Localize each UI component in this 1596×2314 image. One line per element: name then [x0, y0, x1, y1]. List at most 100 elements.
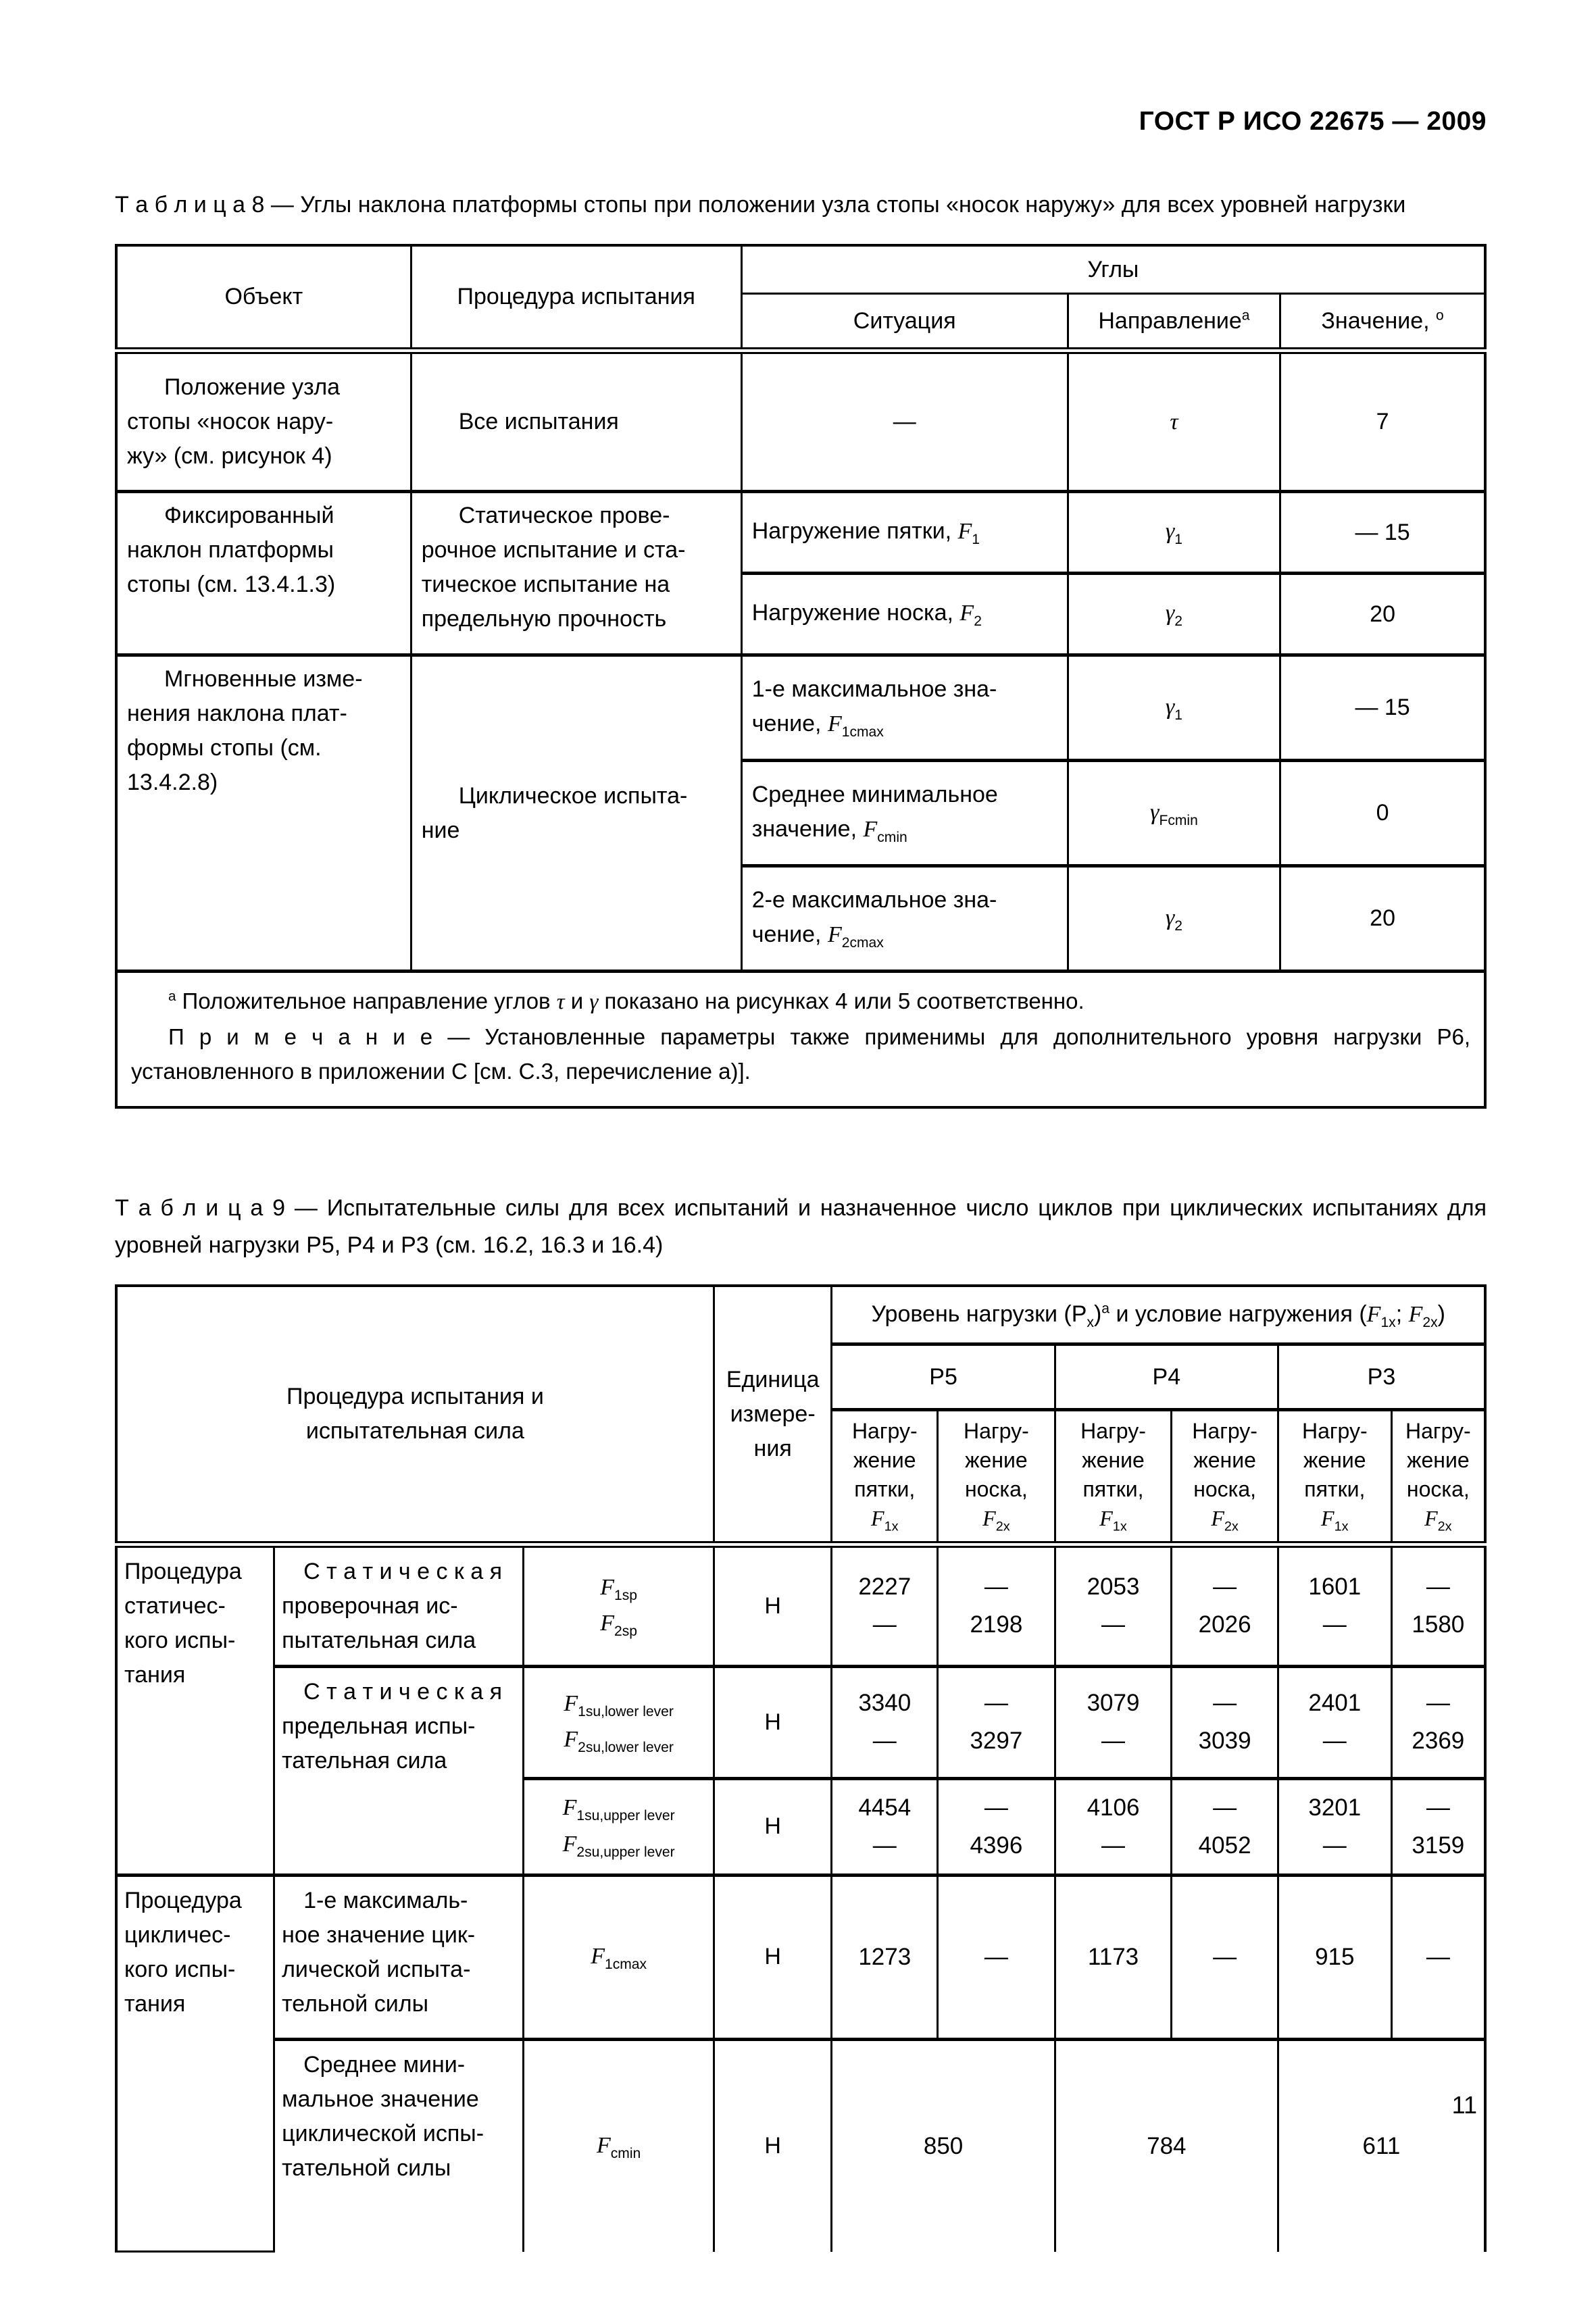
- table8-header-row-1: Объект Процедура испытания Углы: [115, 244, 1487, 355]
- table9-caption-text: — Испытательные силы для всех испытаний …: [115, 1195, 1487, 1259]
- t9-rD-v0: 1273: [830, 1873, 939, 2041]
- table9-header-row-2: Р5 Р4 Р3: [116, 1343, 1487, 1412]
- t9-rA-v2: 2053—: [1053, 1543, 1173, 1668]
- t8-footnote-a: а Положительное направление углов τ и γ …: [168, 988, 1084, 1015]
- t9-rC-unit: Н: [712, 1777, 833, 1877]
- t9-rB-v1: —3297: [937, 1665, 1056, 1780]
- table8-caption-label: Т а б л и ц а 8: [115, 192, 265, 218]
- t8-r3-procedure: Циклическое испыта- ние: [409, 654, 743, 974]
- t8-r3a-direction: γ1: [1066, 654, 1282, 763]
- table9-row-static-ultimate-lower: С т а т и ч е с к а я предельная испы- т…: [116, 1665, 1487, 1877]
- t8-r1-value: 7: [1279, 349, 1487, 494]
- table9-header-row-3: Нагру-жение пятки, F1х Нагру-жение носка, F2…: [116, 1409, 1487, 1548]
- t8-r3a-value: — 15: [1279, 654, 1487, 763]
- table9-caption: Т а б л и ц а 9 — Испытательные силы для…: [115, 1190, 1487, 1264]
- t9-head-toe-p3: Нагру-жение носка, F2х: [1390, 1409, 1487, 1548]
- t8-col-object: Объект: [115, 244, 412, 355]
- t8-r2a-situation: Нагружение пятки, F1: [740, 491, 1069, 576]
- t9-rE-v1: 784: [1053, 2038, 1279, 2252]
- t8-r2-object: Фиксированный наклон платформы стопы (см…: [115, 491, 412, 657]
- t9-rC-v4: 3201—: [1276, 1777, 1393, 1877]
- table8-row-3a: Мгновенные изме- нения наклона плат- фор…: [115, 654, 1487, 974]
- t9-head-procedure: Процедура испытания и испытательная сила: [115, 1284, 715, 1548]
- t8-r1-procedure: Все испытания: [409, 349, 743, 494]
- table8-row-2b: Нагружение носка, F2 γ2 20: [116, 572, 1487, 657]
- t9-rC-v3: —4052: [1170, 1777, 1279, 1877]
- t8-r3a-situation: 1-е максимальное зна-чение, F1cmax: [740, 654, 1069, 763]
- t9-rA-v5: —1580: [1390, 1543, 1487, 1668]
- t8-r1-direction: τ: [1066, 349, 1282, 494]
- t9-head-load-level: Уровень нагрузки (Рх)а и условие нагруже…: [830, 1284, 1487, 1347]
- t9-rA-v4: 1601—: [1276, 1543, 1393, 1668]
- t9-rD-v3: —: [1170, 1873, 1279, 2041]
- t9-rB-v4: 2401—: [1276, 1665, 1393, 1780]
- t9-rA-unit: Н: [712, 1543, 833, 1668]
- table8-row-3b: Среднее минимальное значение, Fcmin γFcmi…: [116, 759, 1487, 868]
- t9-rB-unit: Н: [712, 1665, 833, 1780]
- t9-rD-v2: 1173: [1053, 1873, 1173, 2041]
- t9-head-toe-p5: Нагру-жение носка, F2х: [937, 1409, 1056, 1548]
- t8-col-situation: Ситуация: [740, 293, 1069, 355]
- t8-r2b-value: 20: [1279, 572, 1487, 657]
- table8-caption: Т а б л и ц а 8 — Углы наклона платформы…: [115, 186, 1487, 224]
- table8-header-row-2: Ситуация Направлениеа Значение, о: [116, 293, 1487, 355]
- t9-rA-desc: С т а т и ч е с к а я проверочная ис- пы…: [273, 1543, 525, 1668]
- t9-rD-symbol: F1cmax: [522, 1873, 715, 2041]
- table8-caption-text: — Углы наклона платформы стопы при полож…: [270, 192, 1406, 218]
- table8: Объект Процедура испытания Углы Ситуация…: [115, 244, 1487, 1109]
- t8-r3b-situation: Среднее минимальное значение, Fcmin: [740, 759, 1069, 868]
- table8-footnote-row: а Положительное направление углов τ и γ …: [115, 970, 1487, 1109]
- t8-col-procedure: Процедура испытания: [409, 244, 743, 355]
- t8-r3b-direction: γFcmin: [1066, 759, 1282, 868]
- table9-header-row-1: Процедура испытания и испытательная сила…: [115, 1284, 1487, 1548]
- page-content: ГОСТ Р ИСО 22675 — 2009 Т а б л и ц а 8 …: [115, 107, 1487, 2253]
- t8-footnote-cell: а Положительное направление углов τ и γ …: [115, 970, 1487, 1109]
- t9-rB-desc: С т а т и ч е с к а я предельная испы- т…: [273, 1665, 525, 1877]
- t8-col-angles: Углы: [740, 244, 1487, 295]
- t9-rA-v3: —2026: [1170, 1543, 1279, 1668]
- t8-col-value: Значение, о: [1279, 293, 1487, 355]
- t9-rA-v1: —2198: [937, 1543, 1056, 1668]
- t9-rE-symbol: Fcmin: [522, 2038, 715, 2252]
- t9-rC-v2: 4106—: [1053, 1777, 1173, 1877]
- t8-r1-object: Положение узла стопы «носок нару- жу» (с…: [115, 349, 412, 494]
- t9-head-p5: Р5: [830, 1343, 1056, 1412]
- t9-rC-symbol: F1su,upper lever F2su,upper lever: [522, 1777, 715, 1877]
- t9-rD-unit: Н: [712, 1873, 833, 2041]
- t9-head-heel-p5: Нагру-жение пятки, F1х: [830, 1409, 939, 1548]
- t9-rB-v5: —2369: [1390, 1665, 1487, 1780]
- table9-row-cyclic-max: Процедура цикличес- кого испы- тания 1-е…: [115, 1873, 1487, 2253]
- t9-rD-desc: 1-е максималь- ное значение цик- лическо…: [273, 1873, 525, 2041]
- t9-head-toe-p4: Нагру-жение носка, F2х: [1170, 1409, 1279, 1548]
- t9-rB-symbol: F1su,lower lever F2su,lower lever: [522, 1665, 715, 1780]
- t9-rB-v2: 3079—: [1053, 1665, 1173, 1780]
- t8-r2b-direction: γ2: [1066, 572, 1282, 657]
- table8-row-2a: Фиксированный наклон платформы стопы (см…: [115, 491, 1487, 657]
- t8-r3c-direction: γ2: [1066, 865, 1282, 974]
- t9-rC-v5: —3159: [1390, 1777, 1487, 1877]
- t9-rA-v0: 2227—: [830, 1543, 939, 1668]
- t8-r3-object: Мгновенные изме- нения наклона плат- фор…: [115, 654, 412, 974]
- table9-row-static-check: Процедура статичес- кого испы- тания С т…: [115, 1543, 1487, 1877]
- t8-r2a-direction: γ1: [1066, 491, 1282, 576]
- t8-r3c-situation: 2-е максимальное зна-чение, F2cmax: [740, 865, 1069, 974]
- t9-rA-symbol: F1sp F2sp: [522, 1543, 715, 1668]
- table8-row-1: Положение узла стопы «носок нару- жу» (с…: [115, 349, 1487, 494]
- t8-r2b-situation: Нагружение носка, F2: [740, 572, 1069, 657]
- t8-r3b-value: 0: [1279, 759, 1487, 868]
- doc-code: ГОСТ Р ИСО 22675 — 2009: [1139, 107, 1487, 136]
- t9-head-heel-p4: Нагру-жение пятки, F1х: [1053, 1409, 1173, 1548]
- t9-cyclic-group: Процедура цикличес- кого испы- тания: [115, 1873, 276, 2253]
- t9-head-p3: Р3: [1276, 1343, 1487, 1412]
- table8-row-3c: 2-е максимальное зна-чение, F2cmax γ2 20: [116, 865, 1487, 974]
- t9-rC-v1: —4396: [937, 1777, 1056, 1877]
- t9-head-p4: Р4: [1053, 1343, 1279, 1412]
- t9-static-group: Процедура статичес- кого испы- тания: [115, 1543, 276, 1877]
- t8-r3c-value: 20: [1279, 865, 1487, 974]
- t9-rE-v2: 611: [1276, 2038, 1487, 2252]
- t9-rE-desc: Среднее мини- мальное значение циклическ…: [273, 2038, 525, 2252]
- t8-note: П р и м е ч а н и е — Установленные пара…: [131, 1024, 1470, 1084]
- t9-rD-v1: —: [937, 1873, 1056, 2041]
- t9-rE-unit: Н: [712, 2038, 833, 2252]
